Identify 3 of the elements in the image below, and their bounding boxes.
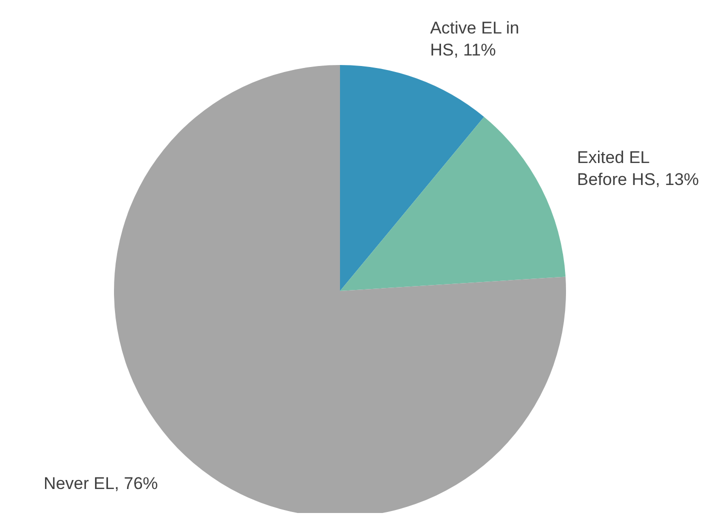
slice-label: Never EL, 76% [44,474,158,494]
slice-label: Exited EL Before HS, 13% [577,148,699,190]
slice-label: Active EL in HS, 11% [430,19,520,60]
